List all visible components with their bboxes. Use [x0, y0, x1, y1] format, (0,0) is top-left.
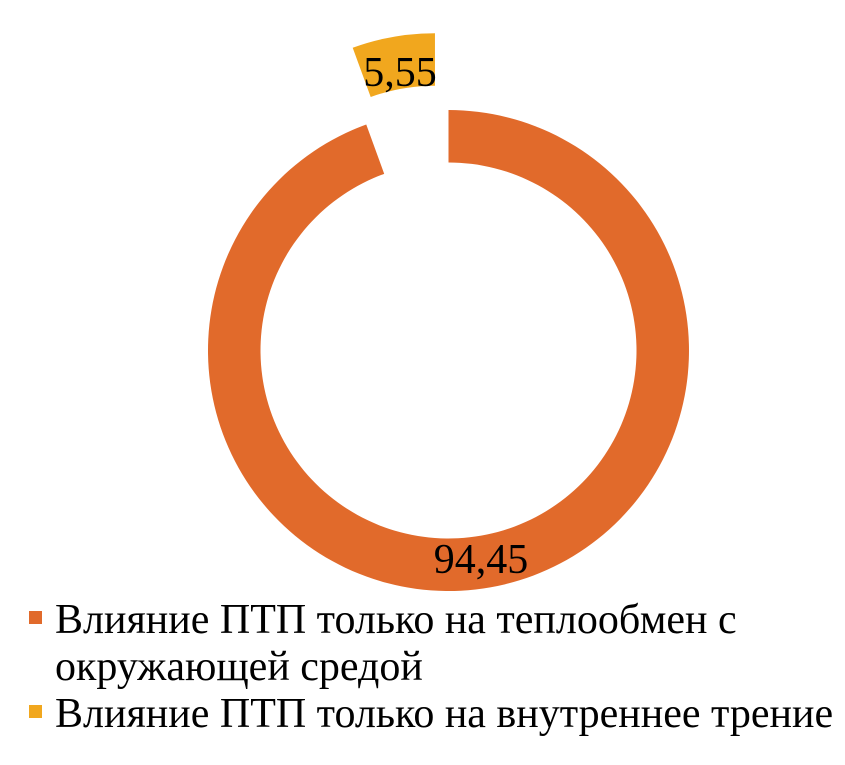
legend-marker-square-icon [29, 611, 42, 624]
legend-label: Влияние ПТП только на внутреннее трение [55, 691, 833, 738]
legend-label-line: окружающей средой [55, 644, 423, 690]
doughnut-chart: 5,55 94,45 [207, 33, 689, 591]
legend-item-heat-exchange: Влияние ПТП только на теплообмен с окруж… [22, 597, 842, 691]
legend-label: Влияние ПТП только на теплообмен с окруж… [55, 597, 737, 691]
legend-label-line: Влияние ПТП только на теплообмен с [55, 597, 737, 643]
slice-label-large: 94,45 [434, 537, 529, 583]
legend-marker-square-icon [29, 705, 42, 718]
legend-item-internal-friction: Влияние ПТП только на внутреннее трение [22, 691, 842, 738]
slice-label-small: 5,55 [363, 50, 437, 96]
slice-internal-friction [352, 33, 435, 97]
legend-label-line: Влияние ПТП только на внутреннее трение [55, 691, 834, 737]
slice-heat-exchange [207, 110, 689, 591]
chart-legend: Влияние ПТП только на теплообмен с окруж… [22, 597, 842, 738]
